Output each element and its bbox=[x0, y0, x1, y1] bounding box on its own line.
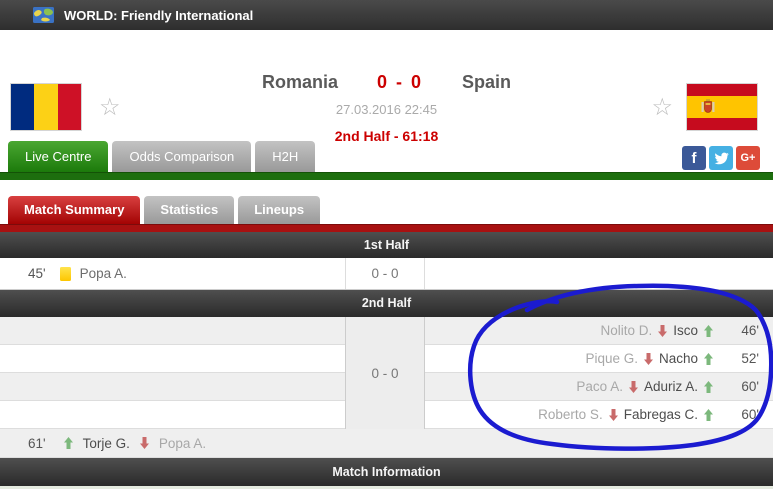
world-map-icon bbox=[33, 7, 54, 23]
sub-in-arrow-icon bbox=[703, 352, 714, 365]
match-header-center: Romania 0 - 0 Spain 27.03.2016 22:45 2nd… bbox=[0, 72, 773, 144]
second-half-score: 0 - 0 bbox=[345, 317, 425, 429]
sub-out-arrow-icon bbox=[628, 380, 639, 393]
player-out[interactable]: Nolito D. bbox=[600, 323, 653, 338]
twitter-icon[interactable] bbox=[709, 146, 733, 170]
bottom-strip bbox=[0, 486, 773, 489]
match-header: ☆ Romania 0 - 0 Spain 27.03.2016 22:45 2… bbox=[0, 30, 773, 144]
sub-out-arrow-icon bbox=[139, 437, 150, 449]
spain-flag bbox=[686, 83, 758, 131]
spain-crest bbox=[701, 99, 715, 113]
substitution-row-home: 61' Torje G. Popa A. bbox=[0, 429, 773, 458]
event-minute: 45' bbox=[28, 266, 46, 281]
match-information-header: Match Information bbox=[0, 458, 773, 486]
match-datetime: 27.03.2016 22:45 bbox=[335, 102, 438, 117]
home-team-name[interactable]: Romania bbox=[261, 72, 338, 92]
player-in[interactable]: Isco bbox=[673, 323, 698, 338]
green-accent-strip bbox=[0, 172, 773, 180]
event-player[interactable]: Popa A. bbox=[79, 266, 127, 281]
sub-in-arrow-icon bbox=[703, 324, 714, 337]
tab-odds-comparison[interactable]: Odds Comparison bbox=[112, 141, 252, 172]
yellow-card-icon bbox=[59, 266, 71, 281]
match-status: 2nd Half - 61:18 bbox=[334, 128, 439, 144]
sub-out-arrow-icon bbox=[643, 352, 654, 365]
summary-tabs: Match Summary Statistics Lineups bbox=[0, 196, 773, 224]
romania-flag bbox=[10, 83, 82, 131]
facebook-icon[interactable]: f bbox=[682, 146, 706, 170]
player-in[interactable]: Torje G. bbox=[82, 435, 130, 451]
red-accent-strip bbox=[0, 224, 773, 232]
sub-minute: 46' bbox=[741, 323, 759, 338]
sub-minute: 60' bbox=[741, 407, 759, 422]
league-bar: WORLD: Friendly International bbox=[0, 0, 773, 30]
sub-out-arrow-icon bbox=[657, 324, 668, 337]
sub-in-arrow-icon bbox=[703, 408, 714, 421]
tab-live-centre[interactable]: Live Centre bbox=[8, 141, 109, 172]
player-out[interactable]: Roberto S. bbox=[538, 407, 603, 422]
event-row-yellow-card: 45' Popa A. 0 - 0 bbox=[0, 258, 773, 290]
main-tabs: Live Centre Odds Comparison H2H f G+ bbox=[0, 141, 773, 172]
favorite-star-away-icon[interactable]: ☆ bbox=[651, 94, 673, 121]
first-half-header: 1st Half bbox=[0, 232, 773, 258]
player-out[interactable]: Pique G. bbox=[585, 351, 638, 366]
second-half-header: 2nd Half bbox=[0, 290, 773, 317]
tab-h2h[interactable]: H2H bbox=[255, 141, 316, 172]
google-plus-icon[interactable]: G+ bbox=[736, 146, 760, 170]
league-title: WORLD: Friendly International bbox=[64, 7, 254, 23]
player-out[interactable]: Paco A. bbox=[576, 379, 623, 394]
sub-in-arrow-icon bbox=[703, 380, 714, 393]
sub-out-arrow-icon bbox=[608, 408, 619, 421]
tab-lineups[interactable]: Lineups bbox=[238, 196, 321, 224]
match-score: 0 - 0 bbox=[376, 72, 424, 92]
sub-minute: 52' bbox=[741, 351, 759, 366]
away-team-name[interactable]: Spain bbox=[462, 72, 512, 92]
second-half-events: Nolito D. Isco 46' Pique G. Nacho 52' Pa… bbox=[0, 317, 773, 429]
social-icons: f G+ bbox=[682, 146, 760, 170]
player-out[interactable]: Popa A. bbox=[158, 435, 207, 451]
first-half-score: 0 - 0 bbox=[345, 258, 425, 289]
tab-statistics[interactable]: Statistics bbox=[144, 196, 235, 224]
player-in[interactable]: Nacho bbox=[658, 351, 698, 366]
tab-match-summary[interactable]: Match Summary bbox=[8, 196, 141, 224]
player-in[interactable]: Aduriz A. bbox=[643, 379, 698, 394]
sub-in-arrow-icon bbox=[63, 437, 74, 449]
sub-minute: 60' bbox=[741, 379, 759, 394]
sub-minute: 61' bbox=[28, 435, 46, 451]
favorite-star-home-icon[interactable]: ☆ bbox=[99, 94, 121, 121]
player-in[interactable]: Fabregas C. bbox=[623, 407, 698, 422]
